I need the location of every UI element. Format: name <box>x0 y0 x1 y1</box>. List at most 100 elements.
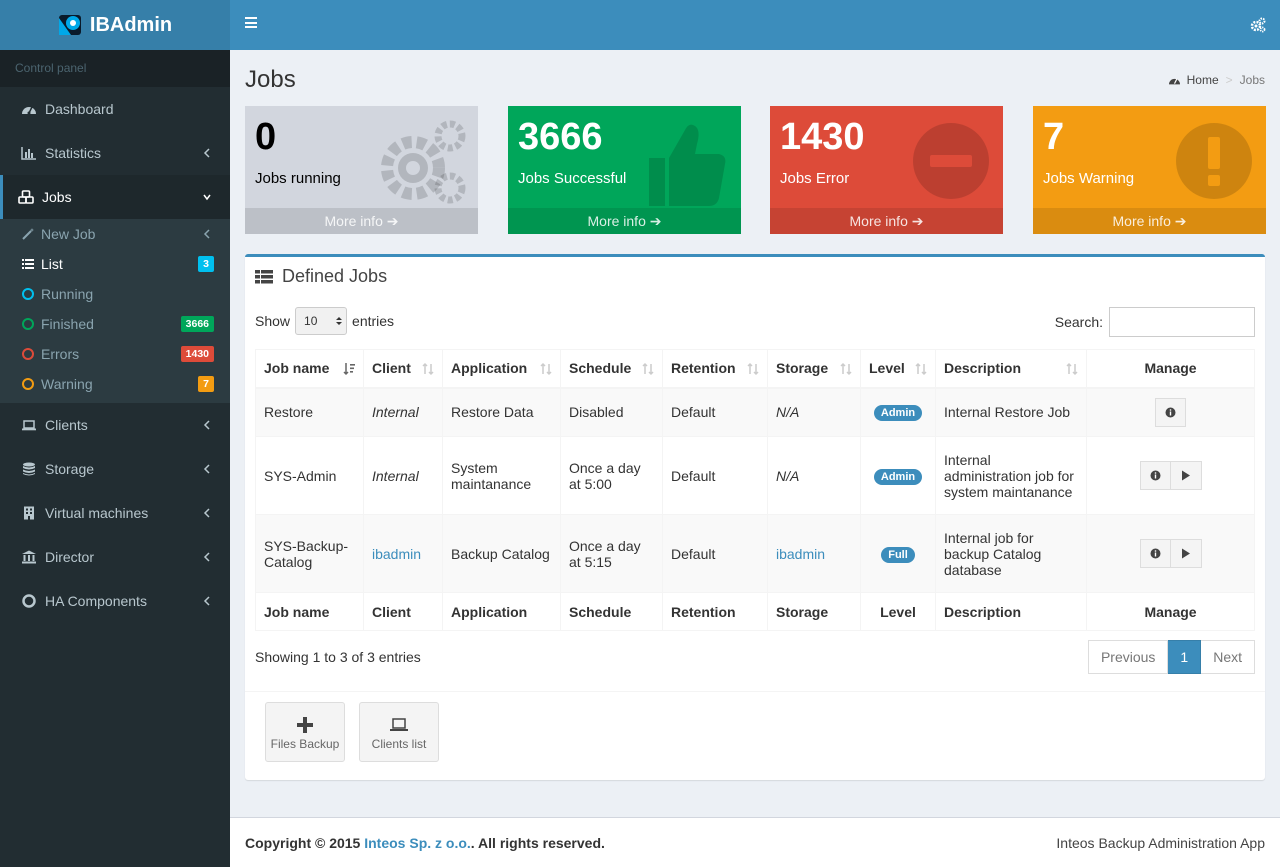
circle-icon <box>21 317 35 331</box>
tile-jobs-error: 1430 Jobs Error More info ➔ <box>770 106 1003 234</box>
app-logo[interactable]: IBAdmin <box>0 0 230 50</box>
table-row: Restore Internal Restore Data Disabled D… <box>255 387 1255 437</box>
panel-footer: Files Backup Clients list <box>245 691 1265 780</box>
info-circle-icon <box>1150 548 1160 559</box>
search-input[interactable] <box>1109 307 1255 337</box>
magic-wand-icon <box>22 228 34 240</box>
chevron-left-icon <box>203 229 210 239</box>
column-header-level[interactable]: Level <box>860 349 936 389</box>
cell-client-link[interactable]: ibadmin <box>363 514 443 593</box>
pagination-page-1[interactable]: 1 <box>1168 640 1202 674</box>
entries-select[interactable]: 10 <box>295 307 348 335</box>
play-icon <box>1181 470 1190 481</box>
submenu-item-errors[interactable]: Errors 1430 <box>0 339 230 369</box>
submenu-item-warning[interactable]: Warning 7 <box>0 369 230 399</box>
main-content: Jobs Home > Jobs 0 Jobs running More inf… <box>230 50 1280 817</box>
sidebar-item-dashboard[interactable]: Dashboard <box>0 87 230 131</box>
submenu-item-running[interactable]: Running <box>0 279 230 309</box>
sidebar-item-director[interactable]: Director <box>0 535 230 579</box>
sidebar-item-ha-components[interactable]: HA Components <box>0 579 230 623</box>
breadcrumb-current: Jobs <box>1239 73 1265 87</box>
job-info-button[interactable] <box>1155 397 1186 427</box>
job-run-button[interactable] <box>1170 461 1202 490</box>
jobs-table: Job name Client Application Schedule Ret… <box>255 349 1255 631</box>
sidebar-item-label: Statistics <box>45 145 102 161</box>
building-icon <box>24 506 34 520</box>
sidebar-item-statistics[interactable]: Statistics <box>0 131 230 175</box>
footer-header-application: Application <box>442 592 561 631</box>
sidebar-toggle-icon[interactable] <box>245 17 257 28</box>
tile-value: 3666 <box>518 116 603 158</box>
errors-count-badge: 1430 <box>180 346 214 362</box>
level-badge: Admin <box>873 405 923 422</box>
cell-retention: Default <box>662 514 768 593</box>
pagination-previous[interactable]: Previous <box>1087 640 1169 674</box>
sort-icon <box>915 362 927 376</box>
submenu-item-new-job[interactable]: New Job <box>0 219 230 249</box>
table-info: Showing 1 to 3 of 3 entries <box>255 649 421 665</box>
job-info-button[interactable] <box>1139 461 1171 490</box>
footer-header-level: Level <box>860 592 936 631</box>
jobs-submenu: New Job List 3 Running Finished 3666 Err… <box>0 219 230 403</box>
submenu-item-finished[interactable]: Finished 3666 <box>0 309 230 339</box>
page-footer: Copyright © 2015 Inteos Sp. z o.o.. All … <box>230 817 1280 867</box>
circle-icon <box>21 287 35 301</box>
column-header-storage[interactable]: Storage <box>767 349 861 389</box>
bank-icon <box>22 550 36 564</box>
tile-label: Jobs Warning <box>1043 170 1135 187</box>
minus-circle-icon <box>913 123 989 199</box>
column-header-schedule[interactable]: Schedule <box>560 349 663 389</box>
cell-job-name: SYS-Admin <box>255 436 364 515</box>
entries-label: entries <box>352 313 395 329</box>
chevron-left-icon <box>203 508 210 518</box>
bar-chart-icon <box>21 147 36 160</box>
more-info-link[interactable]: More info ➔ <box>245 208 478 234</box>
cell-description: Internal administration job for system m… <box>935 436 1087 515</box>
settings-gears-icon[interactable] <box>1250 17 1266 33</box>
sort-icon <box>540 362 552 376</box>
cell-storage-link[interactable]: ibadmin <box>767 514 861 593</box>
arrow-circle-right-icon: ➔ <box>386 213 399 229</box>
sidebar-item-clients[interactable]: Clients <box>0 403 230 447</box>
cell-retention: Default <box>662 387 768 437</box>
tile-jobs-warning: 7 Jobs Warning More info ➔ <box>1033 106 1266 234</box>
sidebar-item-label: HA Components <box>45 593 147 609</box>
cell-schedule: Once a day at 5:15 <box>560 514 663 593</box>
table-row: SYS-Admin Internal System maintanance On… <box>255 436 1255 515</box>
submenu-item-list[interactable]: List 3 <box>0 249 230 279</box>
files-backup-button[interactable]: Files Backup <box>265 702 345 762</box>
sort-icon <box>422 362 434 376</box>
sidebar-item-storage[interactable]: Storage <box>0 447 230 491</box>
sidebar-item-virtual-machines[interactable]: Virtual machines <box>0 491 230 535</box>
column-header-job-name[interactable]: Job name <box>255 349 364 389</box>
laptop-icon <box>390 718 408 731</box>
column-header-client[interactable]: Client <box>363 349 443 389</box>
sidebar-item-jobs[interactable]: Jobs <box>0 175 230 219</box>
breadcrumb-home[interactable]: Home <box>1186 73 1219 87</box>
job-run-button[interactable] <box>1170 539 1202 568</box>
column-header-description[interactable]: Description <box>935 349 1087 389</box>
ibadmin-logo-icon <box>58 15 81 35</box>
job-info-button[interactable] <box>1139 539 1171 568</box>
cell-level: Admin <box>860 436 936 515</box>
column-header-retention[interactable]: Retention <box>662 349 768 389</box>
tile-label: Jobs running <box>255 170 341 187</box>
more-info-link[interactable]: More info ➔ <box>508 208 741 234</box>
exclamation-circle-icon <box>1176 123 1252 199</box>
list-count-badge: 3 <box>198 256 214 272</box>
column-header-application[interactable]: Application <box>442 349 561 389</box>
circle-icon <box>21 377 35 391</box>
more-info-link[interactable]: More info ➔ <box>1033 208 1266 234</box>
footer-header-retention: Retention <box>662 592 768 631</box>
clients-list-button[interactable]: Clients list <box>359 702 439 762</box>
more-info-link[interactable]: More info ➔ <box>770 208 1003 234</box>
cell-retention: Default <box>662 436 768 515</box>
sidebar-item-label: Director <box>45 549 95 565</box>
submenu-item-label: Warning <box>41 376 93 392</box>
company-link[interactable]: Inteos Sp. z o.o. <box>364 835 471 851</box>
thumbs-up-icon <box>649 124 726 206</box>
select-arrows-icon <box>336 317 343 325</box>
entries-length-control: Show 10 entries <box>255 307 394 335</box>
footer-header-job-name: Job name <box>255 592 364 631</box>
pagination-next[interactable]: Next <box>1201 640 1255 674</box>
